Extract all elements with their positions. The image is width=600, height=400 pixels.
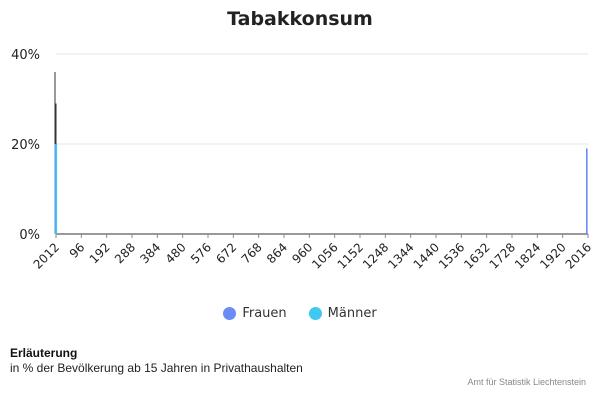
chart-title: Tabakkonsum: [227, 8, 373, 30]
chart-canvas: 0%20%40%2012 96 192 288 384 480 576 672 768 864 96…: [11, 48, 594, 272]
x-tick-label: 1248: [360, 240, 391, 271]
x-tick-label: 480: [163, 240, 189, 266]
y-tick-label: 0%: [19, 228, 40, 243]
legend-swatch-maenner: [308, 307, 322, 320]
y-tick-label: 20%: [11, 138, 40, 153]
bar-frauen-0: [54, 144, 57, 234]
x-tick-label: 2012: [31, 240, 62, 271]
notes-title: Erläuterung: [10, 346, 78, 360]
legend: Frauen Männer: [0, 306, 600, 321]
x-tick-label: 1728: [487, 240, 518, 271]
x-tick-label: 288: [112, 240, 138, 266]
x-tick-label: 1344: [385, 240, 416, 271]
legend-swatch-frauen: [223, 307, 237, 320]
y-tick-label: 40%: [11, 48, 40, 63]
x-tick-label: 576: [188, 240, 214, 266]
legend-item-frauen[interactable]: Frauen: [223, 306, 287, 321]
x-tick-label: 2016: [563, 240, 594, 271]
bar-männer-0: [55, 144, 58, 234]
bar-frauen-1: [586, 148, 588, 234]
x-tick-label: 1440: [411, 240, 442, 271]
x-tick-label: 1632: [461, 240, 492, 271]
x-tick-label: 96: [67, 240, 88, 261]
legend-label-maenner: Männer: [327, 306, 377, 321]
legend-label-frauen: Frauen: [242, 306, 287, 321]
x-tick-label: 1056: [309, 240, 340, 271]
x-tick-label: 672: [213, 240, 239, 266]
x-tick-label: 384: [137, 240, 163, 266]
legend-item-maenner[interactable]: Männer: [308, 306, 377, 321]
x-tick-label: 1824: [512, 240, 543, 271]
x-tick-label: 864: [264, 240, 290, 266]
x-tick-label: 768: [239, 240, 265, 266]
source-credit: Amt für Statistik Liechtenstein: [467, 377, 586, 387]
x-tick-label: 192: [87, 240, 113, 266]
x-tick-label: 1920: [537, 240, 568, 271]
x-tick-label: 1152: [335, 240, 366, 271]
notes-text: in % der Bevölkerung ab 15 Jahren in Pri…: [10, 361, 303, 375]
x-tick-label: 1536: [436, 240, 467, 271]
